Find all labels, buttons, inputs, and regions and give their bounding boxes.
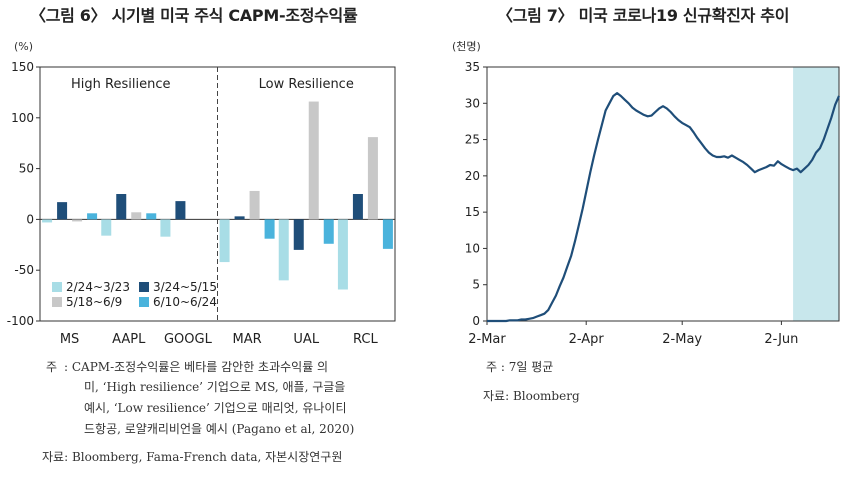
figure7-note: 주 : 7일 평균 자료: Bloomberg <box>483 358 786 418</box>
figure6-bar <box>264 219 275 239</box>
figure6-bar <box>337 219 348 290</box>
figure6-group-label-low: Low Resilience <box>259 77 354 92</box>
figure7-xtick-label: 2-Mar <box>468 332 506 347</box>
figure6-xtick-label: RCL <box>353 332 378 347</box>
figure7-ytick-label: 30 <box>465 96 480 110</box>
figure7-title: 〈그림 7〉 미국 코로나19 신규확진자 추이 <box>497 6 790 25</box>
figure7-source: 자료: Bloomberg <box>483 389 580 403</box>
figure6-bar <box>278 219 289 281</box>
figure6-legend-swatch <box>139 297 149 307</box>
figure7-ytick-label: 5 <box>472 278 480 292</box>
figure7-xtick-label: 2-May <box>662 332 702 347</box>
figure6-xtick-label: AAPL <box>112 332 146 347</box>
figure6-xtick-label: MS <box>60 332 79 347</box>
figure6-bar <box>146 213 157 220</box>
figure7-ytick-label: 15 <box>465 205 480 219</box>
figure6-bar <box>352 194 363 220</box>
figure6-bar <box>87 213 98 220</box>
figure6-ytick-label: -100 <box>7 314 34 328</box>
figure6-legend-label: 2/24~3/23 <box>66 280 130 294</box>
figure6-bar <box>175 201 186 220</box>
figure7-series-line <box>487 92 841 323</box>
figure6-bar <box>293 219 304 250</box>
figure6-legend-label: 6/10~6/24 <box>153 295 217 309</box>
figure7-xtick-label: 2-Apr <box>569 332 605 347</box>
figure6-bar <box>234 216 245 220</box>
figure6-legend-swatch <box>139 282 149 292</box>
figure6-bar <box>249 190 260 220</box>
figure6-note-line-1: : CAPM-조정수익률은 베타를 감안한 초과수익률 의 <box>64 360 329 374</box>
figure6-ytick-label: 50 <box>19 162 34 176</box>
figure7-ytick-label: 25 <box>465 133 480 147</box>
figure6-bar <box>323 219 334 244</box>
figure6-group-label-high: High Resilience <box>71 77 170 92</box>
figure6-bar <box>72 219 83 222</box>
figure7-ytick-label: 0 <box>472 314 480 328</box>
figure6-bar <box>42 219 53 223</box>
figure6-bar <box>219 219 230 263</box>
figure6-ytick-label: 0 <box>26 212 34 226</box>
figure7-highlight-region <box>793 67 839 321</box>
figure6-note-line-2: 미, ‘High resilience’ 기업으로 MS, 애플, 구글을 <box>84 380 346 394</box>
figure7-xtick-label: 2-Jun <box>764 332 798 347</box>
figure6-bar <box>57 202 68 220</box>
figure7-ytick-label: 10 <box>465 241 480 255</box>
figure6-legend-swatch <box>52 282 62 292</box>
figure6-ytick-label: 100 <box>11 111 34 125</box>
figure6-xtick-label: UAL <box>293 332 319 347</box>
figure7-plot-frame <box>486 66 840 322</box>
figure7-ytick-label: 35 <box>465 60 480 74</box>
figure7-chart: (천명) 35 30 25 20 15 10 5 0 2-Mar 2-Apr 2-May 2-Jun <box>452 39 841 347</box>
figure6-bar <box>116 194 127 220</box>
figure6-ytick-label: -50 <box>14 263 34 277</box>
figure6-ytick-label: 150 <box>11 60 34 74</box>
figure6-bar <box>160 219 171 237</box>
figure7-unit: (천명) <box>452 39 481 53</box>
figure6-unit: (%) <box>14 40 33 53</box>
figure7-ytick-label: 20 <box>465 169 480 183</box>
figure6-bar <box>101 219 112 236</box>
figure6-bar <box>131 212 142 220</box>
figure7-note-text: 주 : 7일 평균 <box>486 360 554 374</box>
figure6-bar <box>308 101 319 220</box>
figure6-note-line-3: 예시, ‘Low resilience’ 기업으로 매리엇, 유나이티 <box>84 401 347 415</box>
figure6-legend-label: 3/24~5/15 <box>153 280 217 294</box>
figure6-legend-swatch <box>52 297 62 307</box>
figure6-legend-label: 5/18~6/9 <box>66 295 122 309</box>
figure6-note-line-4: 드항공, 로얄캐리비언을 예시 (Pagano et al, 2020) <box>84 422 355 436</box>
figure6-note: 주 : CAPM-조정수익률은 베타를 감안한 초과수익률 의 미, ‘High… <box>42 358 426 478</box>
figure6-bar <box>367 137 378 220</box>
figure6-title: 〈그림 6〉 시기별 미국 주식 CAPM-조정수익률 <box>30 6 358 25</box>
figure6-source: 자료: Bloomberg, Fama-French data, 자본시장연구원 <box>42 450 343 464</box>
figure6-chart: (%) 150 100 50 0 -50 -100 High Resilience Low Re… <box>7 40 396 347</box>
figure6-xtick-label: MAR <box>233 332 262 347</box>
figure6-note-label: 주 <box>46 360 58 374</box>
figure6-xtick-label: GOOGL <box>164 332 213 347</box>
figure6-bar <box>382 219 393 249</box>
